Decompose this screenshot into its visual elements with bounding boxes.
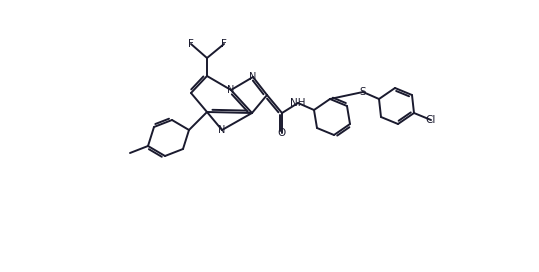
Text: O: O [278,128,286,138]
Text: F: F [188,39,194,49]
Text: N: N [250,72,257,82]
Text: Cl: Cl [426,115,436,125]
Text: NH: NH [290,98,306,108]
Text: F: F [221,39,227,49]
Text: N: N [227,85,234,95]
Text: N: N [218,125,226,135]
Text: S: S [360,87,367,97]
